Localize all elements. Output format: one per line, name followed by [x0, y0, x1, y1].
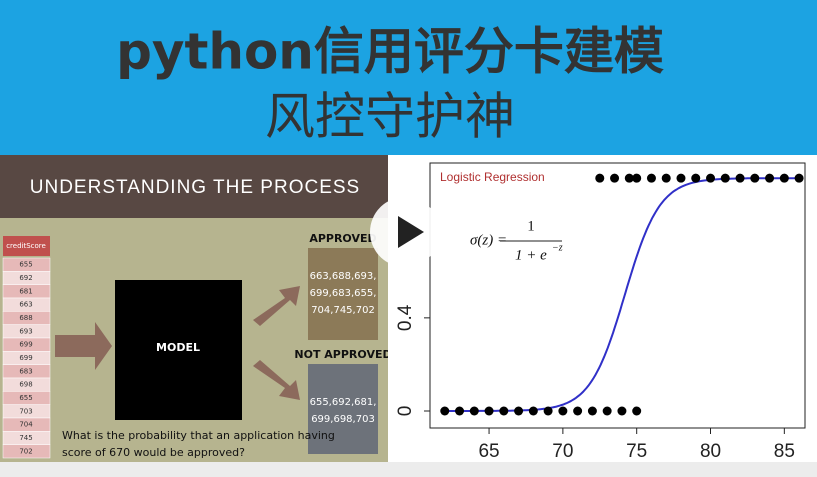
data-point — [595, 173, 605, 183]
table-cell: 704 — [19, 421, 33, 429]
data-point — [720, 173, 730, 183]
formula-lhs: σ(z) = — [470, 232, 507, 248]
data-point — [661, 173, 671, 183]
data-point — [735, 173, 745, 183]
formula-denominator: 1 + e — [515, 247, 547, 263]
x-tick-label: 80 — [700, 441, 721, 462]
table-cell: 663 — [19, 301, 32, 309]
table-cell: 699 — [19, 354, 32, 362]
data-point — [543, 406, 553, 416]
not-approved-scores: 699,698,703 — [311, 414, 375, 425]
title-line: python信用评分卡建模 — [116, 23, 664, 81]
data-point — [610, 173, 620, 183]
data-point — [455, 406, 465, 416]
table-cell: 681 — [19, 287, 32, 295]
not-approved-scores: 655,692,681, — [310, 397, 377, 408]
formula-exponent: −z — [552, 242, 563, 253]
data-point — [779, 173, 789, 183]
play-icon — [398, 216, 424, 248]
plot-frame — [429, 162, 806, 429]
formula-numerator: 1 — [527, 218, 535, 234]
data-point — [765, 173, 775, 183]
data-point — [632, 173, 642, 183]
table-cell: 702 — [19, 447, 32, 455]
model-label: MODEL — [156, 341, 200, 354]
table-cell: 688 — [19, 314, 32, 322]
not-approved-label: NOT APPROVED — [294, 348, 391, 361]
x-tick-label: 70 — [552, 441, 573, 462]
y-tick-label: 0.4 — [395, 304, 416, 331]
arrow — [253, 286, 300, 326]
approved-box — [308, 248, 378, 340]
data-point — [558, 406, 568, 416]
data-point — [469, 406, 479, 416]
approved-scores: 704,745,702 — [311, 305, 375, 316]
table-header-text: creditScore — [6, 242, 46, 250]
data-point — [587, 406, 597, 416]
data-point — [624, 173, 634, 183]
table-cell: 699 — [19, 341, 32, 349]
data-point — [750, 173, 760, 183]
y-tick-label: 0 — [395, 406, 416, 417]
table-cell: 692 — [19, 274, 32, 282]
data-point — [499, 406, 509, 416]
data-point — [794, 173, 804, 183]
data-point — [514, 406, 524, 416]
table-header — [3, 236, 50, 256]
approved-scores: 699,683,655, — [310, 288, 377, 299]
arrow — [55, 322, 112, 370]
plot-title: Logistic Regression — [440, 170, 545, 184]
approved-scores: 663,688,693, — [310, 271, 377, 282]
data-point — [484, 406, 494, 416]
data-point — [573, 406, 583, 416]
bottom-strip — [0, 462, 817, 477]
x-tick-label: 75 — [626, 441, 647, 462]
x-tick-label: 65 — [478, 441, 499, 462]
process-heading: UNDERSTANDING THE PROCESS — [30, 177, 360, 198]
data-point — [602, 406, 612, 416]
model-box — [115, 280, 242, 420]
not-approved-box — [308, 364, 378, 454]
x-tick-label: 85 — [774, 441, 795, 462]
table-cell: 703 — [19, 407, 32, 415]
question: score of 670 would be approved? — [62, 446, 245, 459]
question: What is the probability that an applicat… — [62, 429, 335, 442]
arrow — [253, 360, 300, 400]
data-point — [632, 406, 642, 416]
plot-panel — [388, 155, 817, 462]
approved-label: APPROVED — [309, 232, 376, 245]
table-cell: 693 — [19, 327, 32, 335]
data-point — [617, 406, 627, 416]
data-point — [691, 173, 701, 183]
table-cell: 683 — [19, 367, 32, 375]
table-cell: 655 — [19, 261, 32, 269]
title-line: 风控守护神 — [265, 88, 515, 146]
process-header — [0, 155, 388, 218]
data-point — [706, 173, 716, 183]
table-cell: 745 — [19, 434, 32, 442]
data-point — [646, 173, 656, 183]
data-point — [676, 173, 686, 183]
table-cell: 655 — [19, 394, 32, 402]
data-point — [528, 406, 538, 416]
table-cell: 698 — [19, 381, 32, 389]
banner — [0, 0, 817, 155]
table-row — [2, 444, 51, 459]
data-point — [440, 406, 450, 416]
